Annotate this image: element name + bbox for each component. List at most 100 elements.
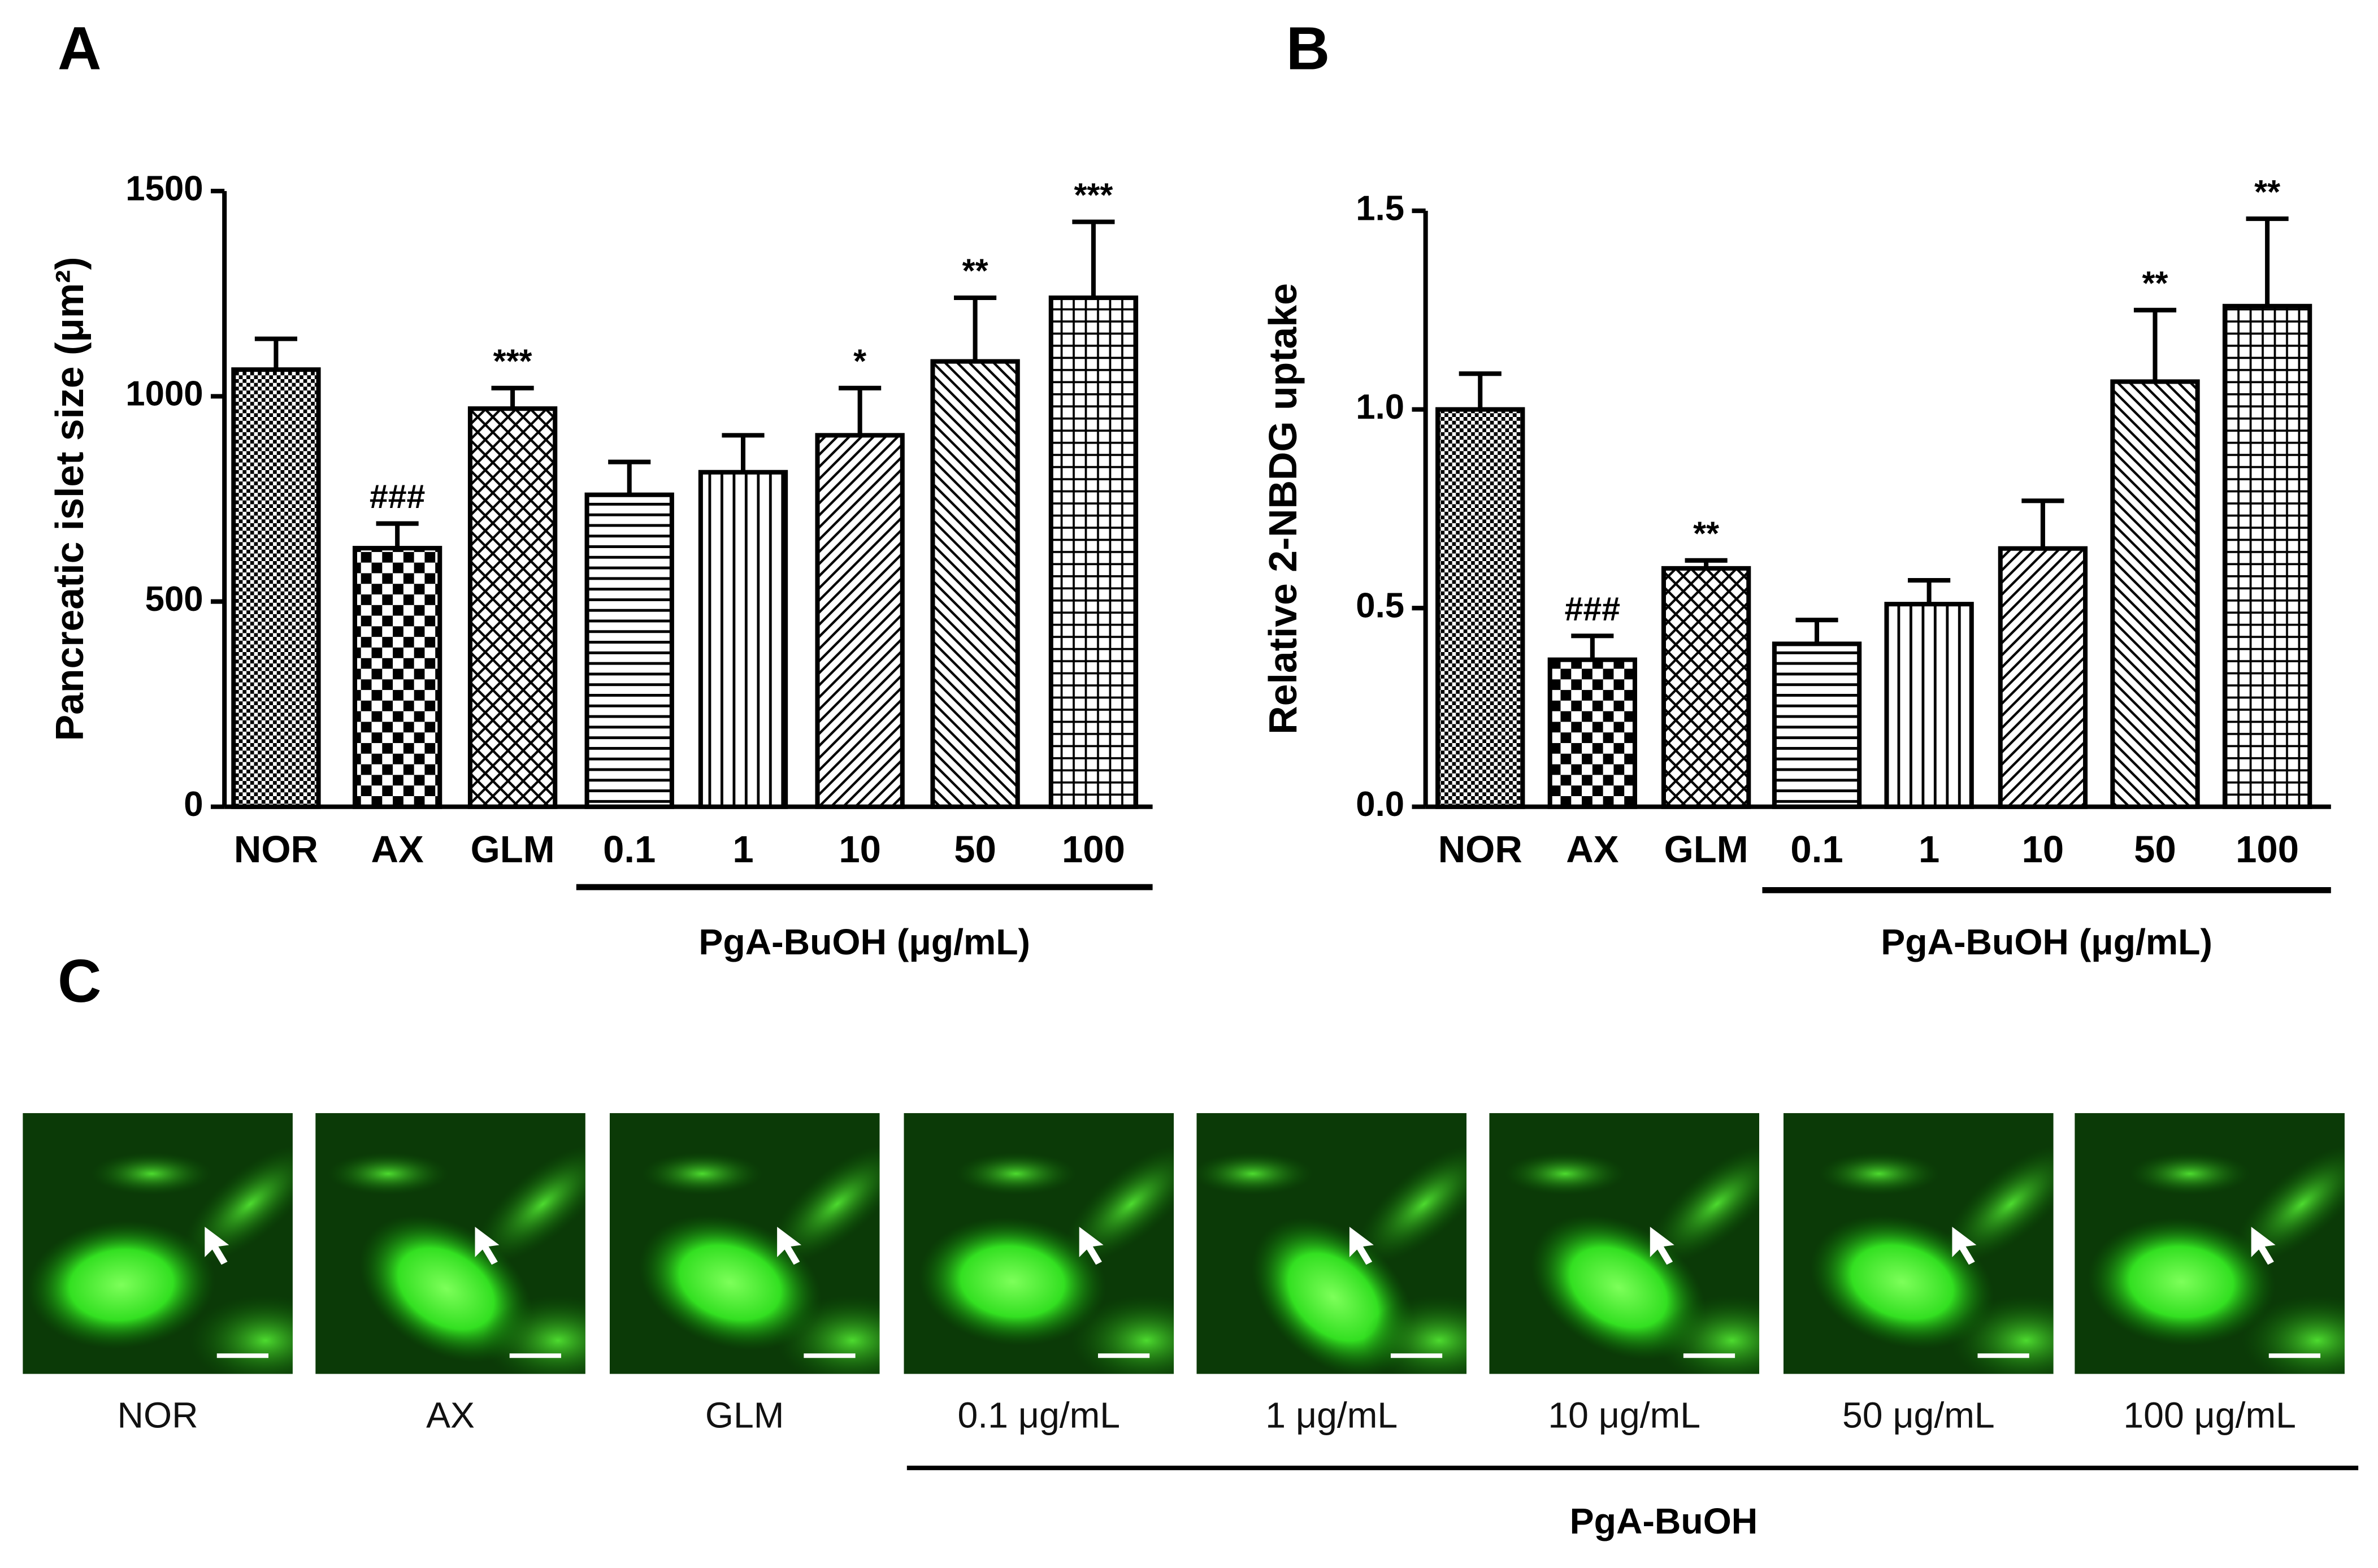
micrograph-content <box>609 1113 880 1374</box>
micrograph-content <box>1783 1113 2054 1374</box>
y-tick-label: 1.0 <box>1356 388 1404 427</box>
micrograph <box>23 1113 293 1374</box>
micrograph <box>315 1113 585 1374</box>
x-tick-label: GLM <box>471 828 555 871</box>
cell <box>27 1220 215 1349</box>
bar <box>1547 657 1638 809</box>
bar <box>1884 602 1974 809</box>
x-tick-label: AX <box>371 828 424 871</box>
cell <box>2088 1218 2276 1346</box>
significance-label: ** <box>2142 264 2168 302</box>
x-tick-label: 10 <box>839 828 881 871</box>
image-label: NOR <box>118 1395 198 1435</box>
bar <box>352 546 442 809</box>
cell <box>1356 1144 1467 1264</box>
arrow <box>475 1227 500 1265</box>
micrograph <box>904 1113 1174 1374</box>
y-axis-label: Relative 2-NBDG uptake <box>1261 283 1305 735</box>
arrow <box>2251 1227 2276 1265</box>
micrograph <box>609 1113 880 1374</box>
bar <box>1435 407 1525 809</box>
micrograph <box>1489 1113 1760 1374</box>
significance-label: *** <box>1074 176 1113 214</box>
cell <box>475 1144 585 1264</box>
x-tick-label: NOR <box>234 828 318 871</box>
cell <box>327 1152 449 1195</box>
micrograph-content <box>315 1113 585 1374</box>
image-label: 1 μg/mL <box>1265 1395 1398 1435</box>
x-tick-label: NOR <box>1438 828 1522 871</box>
x-tick-label: 100 <box>2236 828 2299 871</box>
group-label: PgA-BuOH (μg/mL) <box>698 922 1030 962</box>
image-label: 0.1 μg/mL <box>957 1395 1120 1435</box>
cell <box>1943 1144 2054 1264</box>
x-tick-label: 1 <box>1919 828 1939 871</box>
y-tick-label: 0.5 <box>1356 586 1404 625</box>
significance-label: ### <box>1565 590 1620 628</box>
bar <box>2110 379 2200 809</box>
cell <box>770 1144 880 1264</box>
cell <box>1649 1144 1760 1264</box>
group-label: PgA-BuOH <box>1570 1501 1758 1541</box>
bar <box>1772 641 1862 809</box>
micrograph <box>1196 1113 1467 1374</box>
x-tick-label: 1 <box>732 828 753 871</box>
y-tick-label: 1000 <box>125 375 203 414</box>
cell <box>955 1152 1077 1195</box>
cell <box>1504 1152 1626 1195</box>
y-tick-label: 1500 <box>125 169 203 208</box>
cell <box>641 1152 763 1195</box>
cell <box>183 1144 293 1264</box>
arrow <box>1079 1227 1104 1265</box>
micrograph-content <box>1489 1113 1760 1374</box>
bar <box>231 367 321 809</box>
y-axis-label: Pancreatic islet size (μm²) <box>47 257 92 741</box>
x-tick-label: 0.1 <box>1790 828 1843 871</box>
micrograph <box>1783 1113 2054 1374</box>
image-label: 10 μg/mL <box>1548 1395 1700 1435</box>
x-tick-label: 0.1 <box>603 828 656 871</box>
bar <box>1048 295 1139 809</box>
arrow <box>1952 1227 1977 1265</box>
arrow <box>1349 1227 1374 1265</box>
x-tick-label: 50 <box>2134 828 2176 871</box>
significance-label: ** <box>1693 515 1719 552</box>
bar <box>467 406 558 809</box>
significance-label: *** <box>493 342 532 380</box>
micrograph-content <box>2075 1113 2345 1374</box>
bar <box>1998 546 2088 809</box>
cell <box>2234 1144 2345 1264</box>
micrograph-content <box>23 1113 293 1374</box>
bar <box>815 433 905 809</box>
cell <box>2129 1152 2251 1195</box>
significance-label: ** <box>2254 173 2280 211</box>
cell <box>91 1152 212 1195</box>
cell <box>1064 1144 1174 1264</box>
bar <box>698 470 788 809</box>
x-tick-label: GLM <box>1664 828 1748 871</box>
arrow <box>1650 1227 1674 1265</box>
bar <box>930 359 1020 809</box>
significance-label: ### <box>370 478 425 515</box>
y-tick-label: 0 <box>184 785 203 824</box>
bar <box>584 492 674 809</box>
bar <box>1661 566 1751 809</box>
cell <box>918 1217 1106 1346</box>
cell <box>1818 1152 1940 1195</box>
significance-label: * <box>853 342 866 380</box>
y-tick-label: 500 <box>145 580 203 619</box>
group-label: PgA-BuOH (μg/mL) <box>1881 922 2212 962</box>
x-tick-label: 10 <box>2022 828 2064 871</box>
micrograph-content <box>904 1113 1174 1374</box>
cell <box>1196 1152 1314 1195</box>
arrow <box>777 1227 802 1265</box>
image-label: 50 μg/mL <box>1842 1395 1995 1435</box>
y-tick-label: 1.5 <box>1356 189 1404 228</box>
significance-label: ** <box>962 253 988 290</box>
micrograph-content <box>1196 1113 1467 1374</box>
x-tick-label: 50 <box>954 828 996 871</box>
panel-label: B <box>1286 14 1330 82</box>
image-label: AX <box>426 1395 475 1435</box>
x-tick-label: 100 <box>1062 828 1125 871</box>
